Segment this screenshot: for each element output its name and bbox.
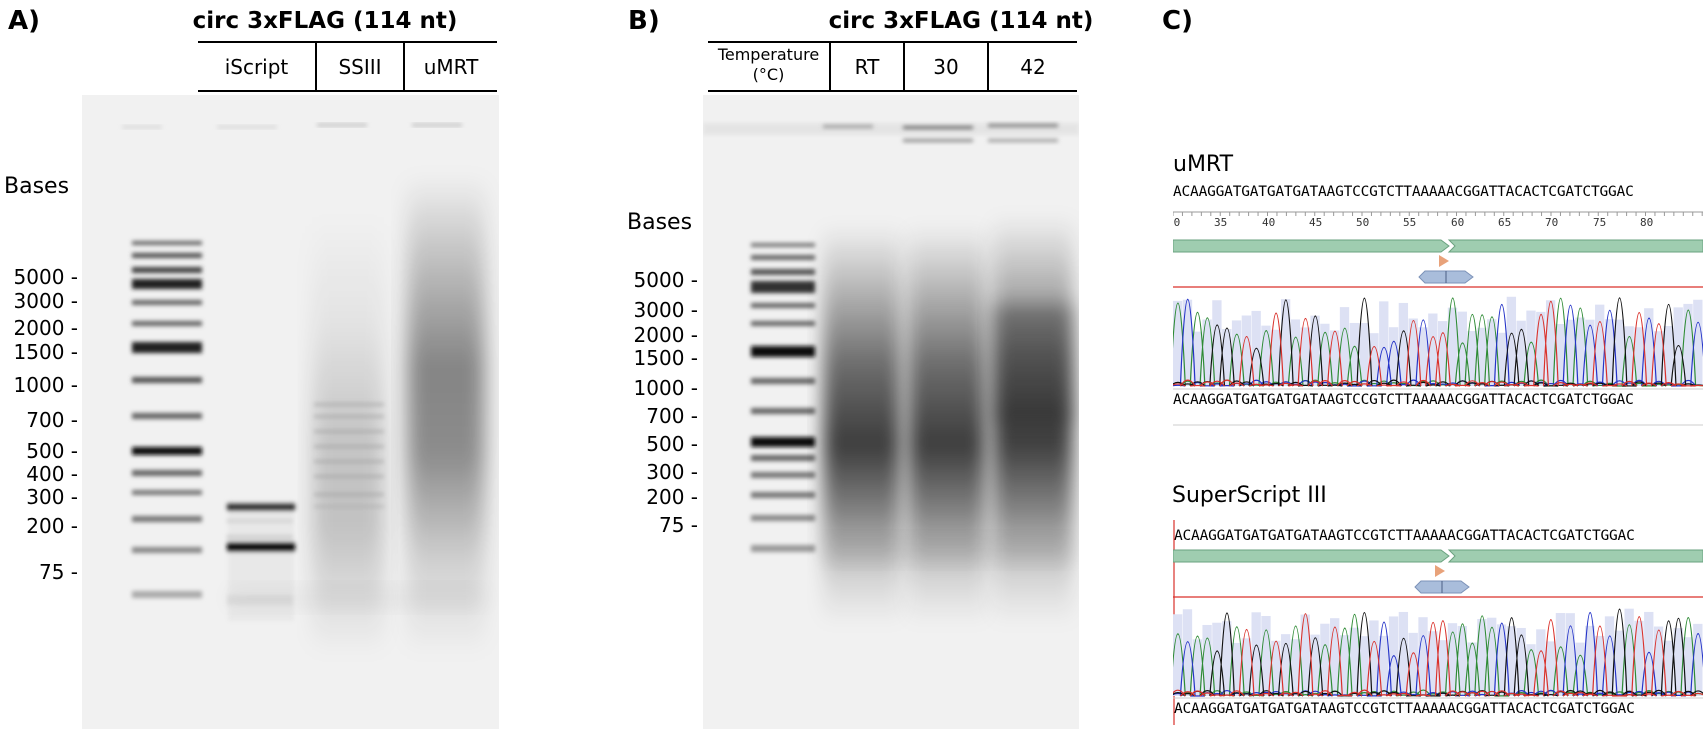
panel-b-lane-divider-2 [903,41,905,92]
panel-b-gel-image [703,95,1079,729]
panel-b-size-200: 200 - [646,485,698,509]
panel-b-lane-header-rt: RT [854,55,880,79]
panel-b-temperature-header: Temperature (°C) [708,45,829,85]
panel-b-temperature-label: Temperature [717,45,820,64]
panel-b-size-300: 300 - [646,460,698,484]
panel-b-size-75: 75 - [658,513,698,537]
panel-a-lane-header-umrt: uMRT [423,55,479,79]
ruler-label: 30 [1173,216,1181,229]
panel-b-size-1500: 1500 - [633,346,698,370]
trace-umrt-sequence-top: ACAAGGATGATGATGATAAGTCCGTCTTAAAAACGGATTA… [1173,184,1634,200]
panel-b-temperature-unit: (°C) [752,65,785,84]
panel-a-size-1000: 1000 - [13,373,78,397]
trace-ssiii-sequence-bottom: ACAAGGATGATGATGATAAGTCCGTCTTAAAAACGGATTA… [1174,701,1635,717]
panel-a-size-200: 200 - [26,514,78,538]
panel-a-title: circ 3xFLAG (114 nt) [192,8,458,34]
ruler-label: 65 [1498,216,1512,229]
ruler-label: 50 [1356,216,1370,229]
ruler-label: 55 [1403,216,1417,229]
trace-ssiii-view: ACAAGGATGATGATGATAAGTCCGTCTTAAAAACGGATTA… [1173,520,1703,725]
panel-b-size-3000: 3000 - [633,298,698,322]
panel-b-lane-header-30: 30 [933,55,959,79]
ruler-label: 40 [1262,216,1276,229]
panel-b-size-500: 500 - [646,432,698,456]
panel-a-size-400: 400 - [26,462,78,486]
trace-ssiii-graphics [1173,520,1703,725]
trace-umrt-title: uMRT [1173,152,1234,177]
panel-b-size-2000: 2000 - [633,323,698,347]
panel-a-size-300: 300 - [26,485,78,509]
panel-b-header-top-line [708,41,1077,43]
trace-umrt-ruler-labels: 30 35 40 45 50 55 60 65 70 75 80 [1173,216,1703,230]
trace-umrt-view: ACAAGGATGATGATGATAAGTCCGTCTTAAAAACGGATTA… [1173,180,1703,430]
panel-a-lane-header-iscript: iScript [224,55,289,79]
panel-b-header-bottom-line [708,90,1077,92]
ruler-label: 45 [1309,216,1323,229]
trace-umrt-sequence-bottom: ACAAGGATGATGATGATAAGTCCGTCTTAAAAACGGATTA… [1173,392,1634,408]
panel-c-label: C) [1162,6,1193,36]
panel-a-lane-divider-2 [403,41,405,92]
panel-a-size-700: 700 - [26,408,78,432]
panel-a-gel-image [82,95,499,729]
panel-b-title: circ 3xFLAG (114 nt) [828,8,1094,34]
panel-a-lane-divider-1 [315,41,317,92]
panel-a-header-bottom-line [198,90,497,92]
panel-a-size-500: 500 - [26,439,78,463]
panel-a-size-75: 75 - [38,560,78,584]
panel-b-lane-divider-1 [829,41,831,92]
panel-a-label: A) [8,6,41,36]
panel-a-lane-header-ssiii: SSIII [338,55,382,79]
ruler-label: 60 [1451,216,1465,229]
panel-a-header-top-line [198,41,497,43]
panel-a-axis-title: Bases [4,174,70,199]
panel-b-lane-divider-3 [987,41,989,92]
trace-umrt-graphics [1173,211,1703,426]
ruler-label: 80 [1640,216,1654,229]
panel-a-size-3000: 3000 - [13,289,78,313]
ruler-label: 75 [1593,216,1607,229]
panel-b-size-5000: 5000 - [633,268,698,292]
panel-b-size-700: 700 - [646,404,698,428]
panel-a-size-1500: 1500 - [13,340,78,364]
panel-a-size-5000: 5000 - [13,265,78,289]
ruler-label: 35 [1214,216,1228,229]
panel-b-lane-header-42: 42 [1020,55,1046,79]
panel-b-size-1000: 1000 - [633,376,698,400]
trace-ssiii-title: SuperScript III [1172,483,1327,508]
ruler-label: 70 [1545,216,1559,229]
panel-a-size-2000: 2000 - [13,316,78,340]
panel-b-label: B) [628,6,660,36]
trace-ssiii-sequence-top: ACAAGGATGATGATGATAAGTCCGTCTTAAAAACGGATTA… [1174,528,1635,544]
panel-b-axis-title: Bases [627,210,693,235]
